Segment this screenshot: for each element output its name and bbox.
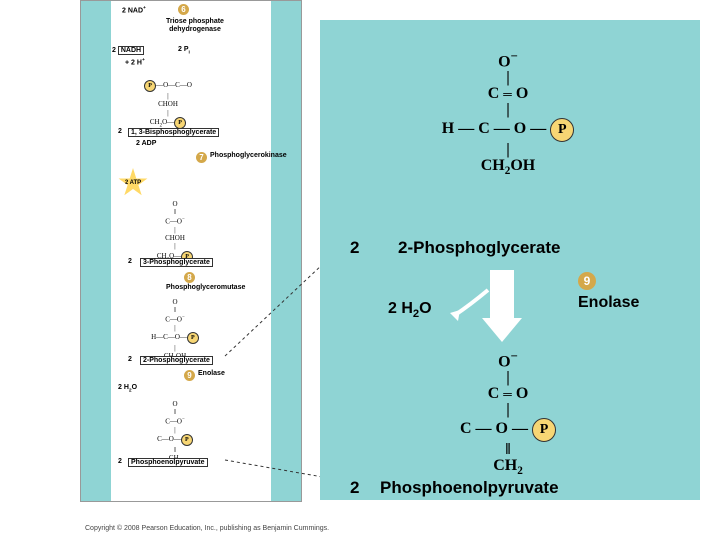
step8-label: Phosphoglyceromutase: [166, 284, 245, 291]
pg2-big-count: 2: [350, 238, 359, 258]
pg2-big-name: 2-Phosphoglycerate: [398, 238, 561, 258]
nad-plus-label: 2 NAD+: [122, 6, 146, 14]
arrow-down-icon: [490, 270, 514, 320]
two-pi-label: 2 Pi: [178, 46, 190, 55]
nadh-label: 2 NADH: [112, 46, 144, 55]
adp-label: 2 ADP: [136, 140, 156, 147]
step8-num: 8: [184, 272, 195, 283]
bpg-label: 1, 3-Bisphosphoglycerate: [128, 128, 219, 137]
step9-big: 9: [578, 272, 596, 290]
pg3-label: 3-Phosphoglycerate: [140, 258, 213, 267]
pg3-count: 2: [128, 258, 132, 265]
h2o-big: 2 H2O: [388, 300, 432, 320]
step9-num-sm: 9: [184, 370, 195, 381]
pep-label: Phosphoenolpyruvate: [128, 458, 208, 467]
pep-count: 2: [118, 458, 122, 465]
right-panel: O− | C ═ O | H — C — O — P | CH2OH 2 2-P…: [320, 20, 700, 500]
pg2-count: 2: [128, 356, 132, 363]
pg2-label: 2-Phosphoglycerate: [140, 356, 213, 365]
mol4: O‖C—O−|C—O—P‖CH2: [150, 400, 200, 466]
step6-num: 6: [178, 4, 189, 15]
enolase-big: Enolase: [578, 294, 639, 312]
bpg-count: 2: [118, 128, 122, 135]
step9-label-sm: Enolase: [198, 370, 225, 377]
copyright-text: Copyright © 2008 Pearson Education, Inc.…: [85, 525, 329, 532]
h2o-curve-icon: [450, 285, 490, 325]
step7-num: 7: [196, 152, 207, 163]
mol2: O‖C—O−|CHOH|CH2O—P: [150, 200, 200, 263]
step7-label: Phosphoglycerokinase: [210, 152, 287, 159]
plus2h-label: + 2 H+: [125, 58, 145, 66]
mol1: P—O—C—O|CHOH|CH2O—P: [133, 80, 203, 129]
pep-big-count: 2: [350, 478, 359, 498]
mol-pep-structure: O− | C ═ O | C — O — P ‖ CH2: [408, 350, 608, 478]
h2o-sm: 2 H2O: [118, 384, 137, 393]
pep-big-name: Phosphoenolpyruvate: [380, 478, 559, 498]
mol3: O‖C—O−|H—C—O—P|CH2OH: [150, 298, 200, 364]
mol-2pg-structure: O− | C ═ O | H — C — O — P | CH2OH: [408, 50, 608, 178]
step6-label: Triose phosphate dehydrogenase: [166, 18, 224, 33]
